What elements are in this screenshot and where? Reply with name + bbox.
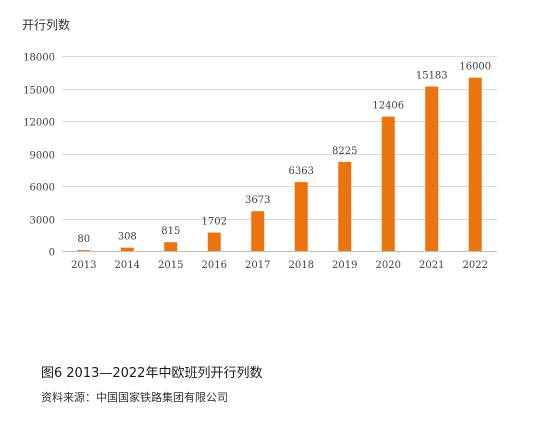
x-axis-ticks: 2013 2014 2015 2016 2017 2018 2019 2020 2021 2022 (71, 260, 488, 271)
bar (77, 250, 91, 251)
data-label: 12406 (372, 101, 404, 112)
x-tick-label: 2015 (158, 260, 183, 271)
x-tick-label: 2021 (419, 260, 444, 271)
data-label: 6363 (289, 166, 314, 177)
bar (381, 116, 395, 251)
data-label: 80 (77, 234, 90, 245)
y-tick-label: 0 (49, 248, 55, 259)
x-tick-label: 2016 (202, 260, 227, 271)
x-tick-label: 2022 (463, 260, 488, 271)
x-tick-label: 2019 (332, 260, 357, 271)
bar (468, 77, 482, 252)
data-label: 308 (118, 232, 137, 243)
bar (251, 211, 265, 251)
x-tick-label: 2018 (289, 260, 314, 271)
figure-number: 图6 (41, 366, 63, 381)
bar-chart: 0 3000 6000 9000 12000 15000 18000 80 308 815 170… (23, 53, 497, 271)
bar (120, 247, 134, 251)
data-label: 16000 (459, 62, 491, 73)
x-tick-label: 2020 (376, 260, 401, 271)
data-label: 815 (161, 226, 180, 237)
source-note: 资料来源：中国国家铁路集团有限公司 (41, 391, 228, 404)
y-tick-label: 12000 (23, 118, 55, 129)
bar (425, 86, 439, 251)
y-tick-label: 6000 (30, 183, 55, 194)
bars (77, 77, 482, 252)
data-labels: 80 308 815 1702 3673 6363 8225 12406 15183 16000 (77, 62, 491, 245)
bar (207, 232, 221, 251)
figure-title: 2013—2022年中欧班列开行列数 (66, 366, 263, 381)
x-tick-label: 2013 (71, 260, 96, 271)
y-axis-ticks: 0 3000 6000 9000 12000 15000 18000 (23, 53, 55, 259)
y-tick-label: 3000 (30, 216, 55, 227)
x-tick-label: 2017 (245, 260, 270, 271)
data-label: 8225 (332, 146, 357, 157)
data-label: 3673 (245, 195, 270, 206)
y-axis-label: 开行列数 (22, 18, 71, 32)
bar (294, 182, 308, 251)
data-label: 15183 (416, 71, 448, 82)
grid-lines (62, 56, 497, 252)
y-tick-label: 18000 (23, 53, 55, 64)
data-label: 1702 (202, 217, 227, 228)
y-tick-label: 15000 (23, 86, 55, 97)
y-tick-label: 9000 (30, 151, 55, 162)
figure-caption: 图6 2013—2022年中欧班列开行列数 (41, 362, 262, 381)
bar (164, 242, 178, 251)
bar (338, 161, 352, 251)
x-tick-label: 2014 (115, 260, 140, 271)
